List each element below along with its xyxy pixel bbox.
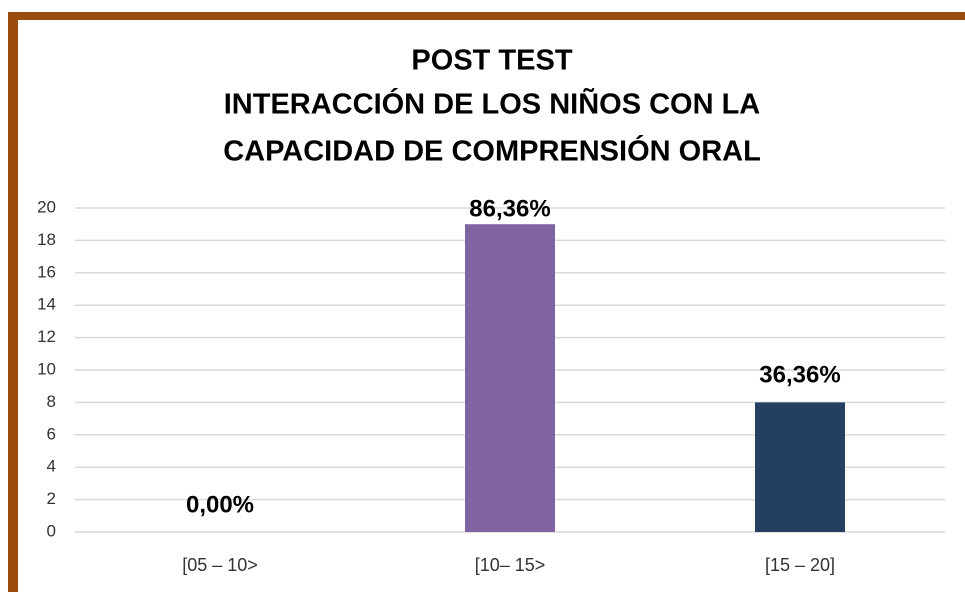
data-label: 36,36% <box>759 362 840 389</box>
y-tick-label: 18 <box>37 230 56 249</box>
y-tick-label: 10 <box>37 359 56 378</box>
x-tick-label: [15 – 20] <box>765 555 835 575</box>
y-tick-label: 6 <box>47 424 56 443</box>
frame-top <box>8 12 965 20</box>
y-tick-label: 0 <box>47 521 56 540</box>
bar <box>465 224 555 532</box>
y-tick-label: 4 <box>47 457 56 476</box>
x-tick-label: [05 – 10> <box>182 555 258 575</box>
data-label: 86,36% <box>469 195 550 222</box>
y-tick-label: 16 <box>37 262 56 281</box>
y-tick-label: 2 <box>47 489 56 508</box>
bar <box>755 402 845 532</box>
y-tick-label: 12 <box>37 327 56 346</box>
frame-left <box>8 12 18 592</box>
chart-title: POST TEST <box>411 45 572 77</box>
chart-title: CAPACIDAD DE COMPRENSIÓN ORAL <box>223 134 761 168</box>
y-tick-label: 20 <box>37 197 56 216</box>
chart-title: INTERACCIÓN DE LOS NIÑOS CON LA <box>224 87 761 121</box>
y-tick-label: 14 <box>37 295 56 314</box>
data-label: 0,00% <box>186 491 254 518</box>
x-tick-label: [10– 15> <box>475 555 546 575</box>
y-tick-label: 8 <box>47 392 56 411</box>
